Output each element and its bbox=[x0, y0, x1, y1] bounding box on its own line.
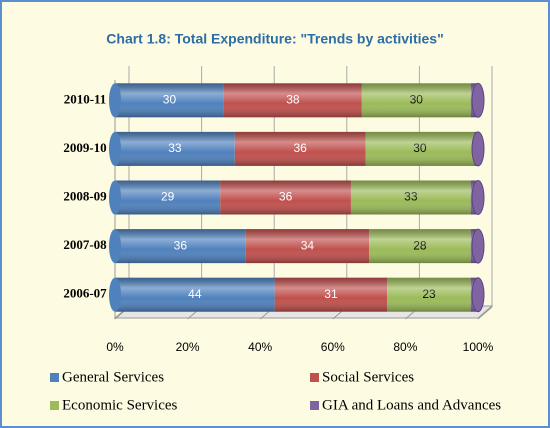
value-label: 31 bbox=[324, 287, 338, 301]
bar-start bbox=[109, 180, 121, 215]
value-label: 30 bbox=[413, 141, 427, 155]
value-label: 29 bbox=[161, 190, 175, 204]
chart-title: Chart 1.8: Total Expenditure: "Trends by… bbox=[106, 31, 443, 47]
value-label: 36 bbox=[174, 238, 188, 252]
legend-swatch bbox=[310, 401, 319, 410]
legend-label: General Services bbox=[62, 369, 164, 385]
category-label: 2008-09 bbox=[63, 188, 107, 203]
value-label: 23 bbox=[422, 287, 436, 301]
bar-start bbox=[109, 229, 121, 264]
bar-cap bbox=[471, 228, 485, 264]
x-tick-label: 100% bbox=[463, 340, 494, 354]
value-label: 36 bbox=[293, 141, 307, 155]
value-label: 28 bbox=[413, 238, 427, 252]
value-label: 44 bbox=[188, 287, 202, 301]
category-label: 2007-08 bbox=[63, 237, 107, 252]
legend-label: Social Services bbox=[322, 369, 414, 385]
value-label: 30 bbox=[410, 92, 424, 106]
category-label: 2009-10 bbox=[63, 140, 106, 155]
x-tick-label: 20% bbox=[176, 340, 200, 354]
legend-swatch bbox=[310, 373, 319, 382]
x-tick-label: 80% bbox=[393, 340, 417, 354]
category-label: 2006-07 bbox=[63, 286, 107, 301]
value-label: 38 bbox=[286, 92, 300, 106]
value-label: 34 bbox=[301, 238, 315, 252]
tick-mark bbox=[477, 306, 493, 320]
legend-label: Economic Services bbox=[62, 397, 178, 413]
category-label: 2010-11 bbox=[64, 91, 107, 106]
legend-swatch bbox=[50, 401, 59, 410]
bar-cap bbox=[471, 180, 485, 215]
bar-start bbox=[109, 131, 121, 166]
value-label: 36 bbox=[279, 190, 293, 204]
x-tick-label: 40% bbox=[248, 340, 272, 354]
legend-label: GIA and Loans and Advances bbox=[322, 397, 501, 413]
bar-cap bbox=[471, 277, 485, 313]
legend-swatch bbox=[50, 373, 59, 382]
bar-cap bbox=[471, 82, 485, 118]
x-tick-label: 60% bbox=[321, 340, 345, 354]
bar-start bbox=[109, 277, 121, 312]
value-label: 33 bbox=[404, 190, 418, 204]
value-label: 33 bbox=[168, 141, 182, 155]
x-tick-label: 0% bbox=[106, 340, 124, 354]
bar-cap bbox=[471, 131, 485, 167]
value-label: 30 bbox=[163, 92, 177, 106]
bar-start bbox=[109, 83, 121, 118]
